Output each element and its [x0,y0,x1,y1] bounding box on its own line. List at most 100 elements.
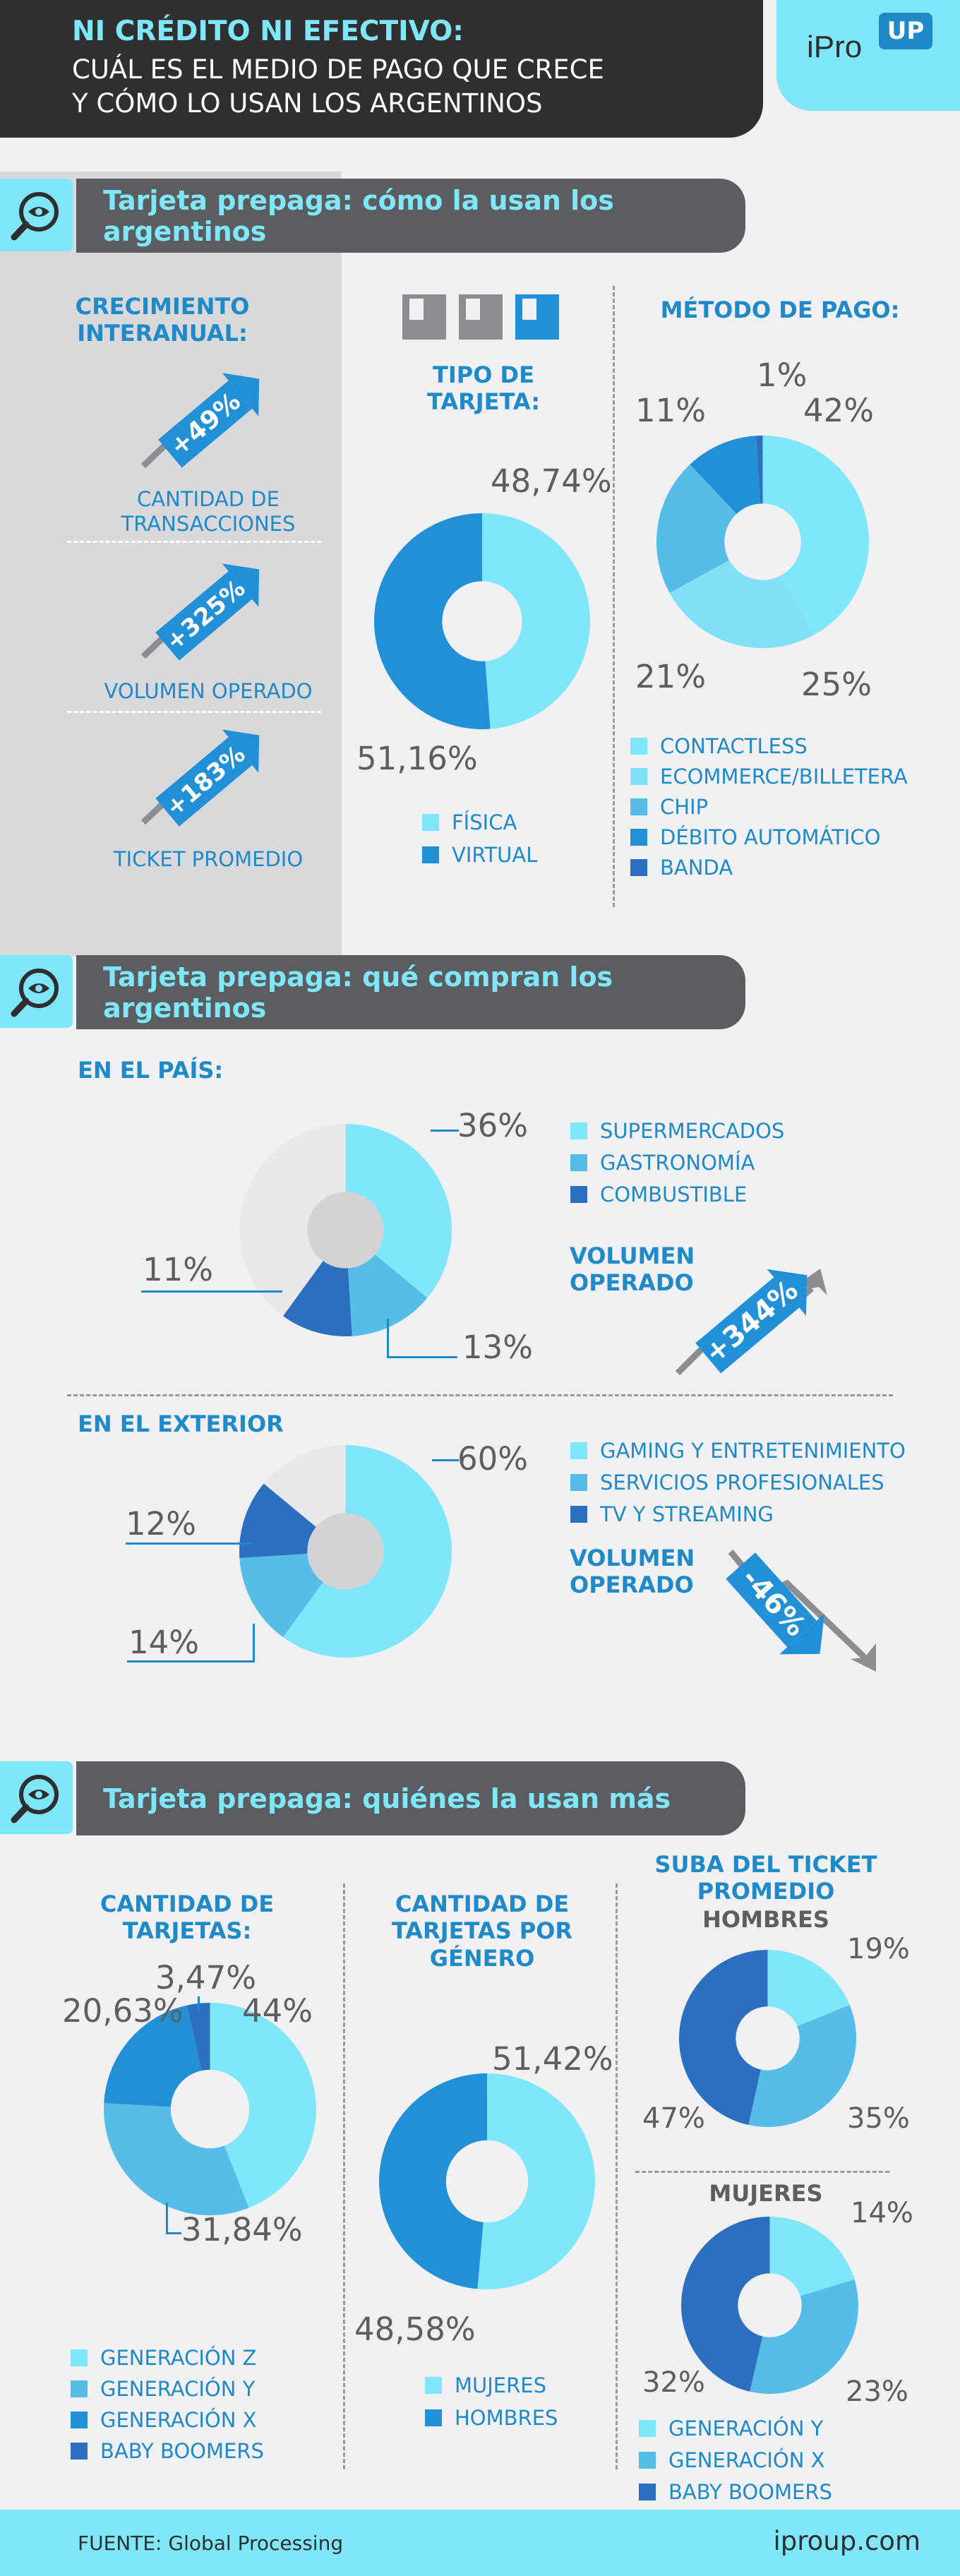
legend-item: FÍSICA [422,810,517,834]
pct-label: 36% [457,1107,529,1144]
column-divider [343,1883,345,2469]
legend-label: GENERACIÓN Y [100,2377,256,2401]
slice-d-bito-autom-tico [690,436,761,515]
chart-title-genero: CANTIDAD DE TARJETAS POR GÉNERO [391,1891,573,1972]
swatch [639,2420,656,2437]
logo-text: iPro [807,30,863,64]
pct-label: 32% [642,2366,705,2399]
pct-label: 23% [846,2376,908,2408]
section-title-1: Tarjeta prepaga: cómo la usan los argent… [76,179,745,253]
swatch [630,768,647,785]
chart-title-cantidad: CANTIDAD DE TARJETAS: [100,1891,275,1945]
slice-baby-boomers [186,2003,210,2071]
swatch [570,1154,587,1171]
legend-item: GAMING Y ENTRETENIMIENTO [570,1439,906,1463]
pct-label: 51,42% [492,2040,613,2078]
leader-line [126,1542,253,1545]
slice-generaci-n-x [104,2005,202,2107]
slice-generaci-n-y [767,1950,850,2027]
growth-label-2: VOLUMEN OPERADO [104,679,313,703]
slice-virtual [374,513,491,729]
search-eye-icon [0,179,73,251]
growth-value-3: +183% [160,740,251,822]
swatch [425,2409,442,2426]
subheading-exterior: EN EL EXTERIOR [78,1410,284,1437]
slice-generaci-n-x [750,2279,858,2394]
legend-label: GENERACIÓN X [100,2408,257,2432]
swatch [422,814,439,831]
legend-item: GENERACIÓN X [71,2408,257,2432]
legend-item: TV Y STREAMING [570,1502,774,1526]
pct-label: 21% [635,658,707,695]
leader-line [387,1319,389,1358]
legend-label: SERVICIOS PROFESIONALES [600,1470,884,1494]
slice-generaci-n-y [104,2103,249,2215]
growth-label-1: CANTIDAD DE TRANSACCIONES [121,487,296,536]
slice-mujeres [477,2073,595,2289]
title-line-3: Y CÓMO LO USAN LOS ARGENTINOS [72,88,543,119]
growth-value-2: +325% [160,574,251,656]
legend-item: HOMBRES [425,2406,558,2430]
mujeres-heading: MUJERES [709,2180,823,2207]
leader-line [431,1130,459,1132]
legend-label: ECOMMERCE/BILLETERA [660,765,908,789]
column-divider [616,1883,618,2469]
legend-item: SERVICIOS PROFESIONALES [570,1470,884,1494]
growth-arrow-icon: +49% [140,373,260,469]
column-divider [613,286,615,907]
swatch [570,1474,587,1491]
donut-metodo-pago [656,436,869,648]
legend-label: FÍSICA [452,810,517,834]
swatch [630,829,647,846]
section-title-3: Tarjeta prepaga: quiénes la usan más [76,1761,745,1835]
legend-item: BABY BOOMERS [71,2439,264,2463]
footer [0,2510,960,2576]
pct-label: 11% [143,1251,214,1288]
leader-line [166,2232,181,2234]
pct-label: 60% [457,1440,529,1478]
pct-label: 44% [242,1992,313,2030]
donut-mujeres [681,2217,858,2394]
pct-label: 47% [642,2102,705,2135]
legend-label: COMBUSTIBLE [600,1182,748,1206]
donut-cantidad-tarjetas [104,2003,316,2215]
header-banner [0,0,763,138]
swatch [570,1122,587,1139]
swatch [425,2377,442,2394]
divider [67,711,321,713]
leader-line [127,1660,254,1663]
pct-label: 14% [128,1624,200,1661]
swatch [71,2380,88,2397]
site-link[interactable]: iproup.com [773,2526,920,2556]
section-title-2: Tarjeta prepaga: qué compran los argenti… [76,955,745,1029]
volume-down-arrow-icon: -46% [726,1550,876,1672]
swatch [639,2452,656,2469]
leader-line [387,1356,457,1358]
legend-item: DÉBITO AUTOMÁTICO [630,825,880,849]
slice-generaci-n-z [210,2003,316,2208]
chart-title-metodo: MÉTODO DE PAGO: [660,296,900,323]
slice-f-sica [482,513,591,729]
slice-ecommerce-billetera [669,560,815,648]
legend-item: GASTRONOMÍA [570,1151,755,1175]
swatch [630,738,647,755]
pct-label: 31,84% [181,2211,303,2248]
legend-label: MUJERES [455,2373,547,2397]
swatch [570,1186,587,1203]
pct-label: 14% [851,2197,913,2229]
swatch [570,1506,587,1523]
legend-label: BABY BOOMERS [668,2480,832,2504]
legend-label: BABY BOOMERS [100,2439,264,2463]
legend-item: GENERACIÓN Z [71,2346,257,2370]
swatch [639,2484,656,2500]
legend-item: BANDA [630,856,733,880]
legend-label: GAMING Y ENTRETENIMIENTO [600,1439,906,1463]
slice-contactless [762,436,869,635]
growth-label-3: TICKET PROMEDIO [113,847,304,871]
legend-item: CHIP [630,795,708,819]
legend-label: TV Y STREAMING [600,1502,774,1526]
leader-line [432,1459,459,1461]
pct-label: 3,47% [155,1959,256,1996]
suba-ticket-heading: SUBA DEL TICKET PROMEDIO [654,1851,877,1905]
legend-item: ECOMMERCE/BILLETERA [630,765,908,789]
